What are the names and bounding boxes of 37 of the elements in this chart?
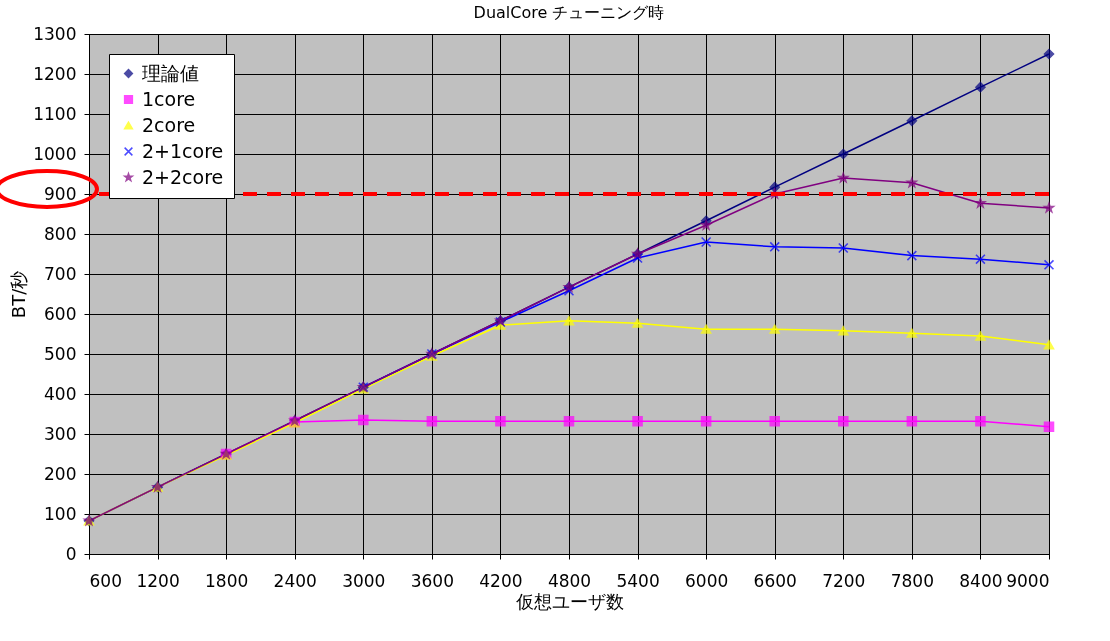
y-tick-label: 1200 xyxy=(33,63,77,84)
x-tick-label: 1200 xyxy=(136,570,180,591)
x-tick-label: 2400 xyxy=(273,570,317,591)
legend-label: 2+1core xyxy=(142,139,224,162)
legend-label: 1core xyxy=(142,87,196,110)
x-tick-label: 8400 xyxy=(959,570,1003,591)
y-tick-label: 1300 xyxy=(33,23,77,44)
y-tick-label: 100 xyxy=(44,503,77,524)
y-tick-label: 1000 xyxy=(33,143,77,164)
y-tick-label: 1100 xyxy=(33,103,77,124)
y-tick-label: 600 xyxy=(44,303,77,324)
x-tick-label: 1800 xyxy=(205,570,249,591)
x-tick-label: 6000 xyxy=(685,570,729,591)
x-axis-title: 仮想ユーザ数 xyxy=(514,590,624,612)
chart-title: DualCore チューニング時 xyxy=(473,3,665,22)
x-tick-label: 7200 xyxy=(822,570,866,591)
y-tick-label: 700 xyxy=(44,263,77,284)
y-tick-label: 900 xyxy=(44,183,77,204)
y-tick-label: 300 xyxy=(44,423,77,444)
y-tick-label: 800 xyxy=(44,223,77,244)
y-axis-title: BT/秒 xyxy=(8,270,30,319)
y-tick-label: 200 xyxy=(44,463,77,484)
y-tick-label: 500 xyxy=(44,343,77,364)
x-tick-label: 5400 xyxy=(616,570,660,591)
legend-label: 理論値 xyxy=(142,61,199,84)
y-tick-label: 400 xyxy=(44,383,77,404)
x-tick-label: 600 xyxy=(89,570,122,591)
x-tick-label: 7800 xyxy=(890,570,934,591)
x-tick-label: 4800 xyxy=(547,570,592,591)
x-tick-label: 6600 xyxy=(753,570,797,591)
x-tick-label: 9000 xyxy=(1006,570,1050,591)
y-tick-label: 0 xyxy=(65,543,77,564)
x-tick-label: 3000 xyxy=(342,570,386,591)
x-tick-label: 4200 xyxy=(479,570,523,591)
x-tick-label: 3600 xyxy=(410,570,454,591)
legend-label: 2+2core xyxy=(142,165,224,188)
legend-label: 2core xyxy=(142,113,196,136)
